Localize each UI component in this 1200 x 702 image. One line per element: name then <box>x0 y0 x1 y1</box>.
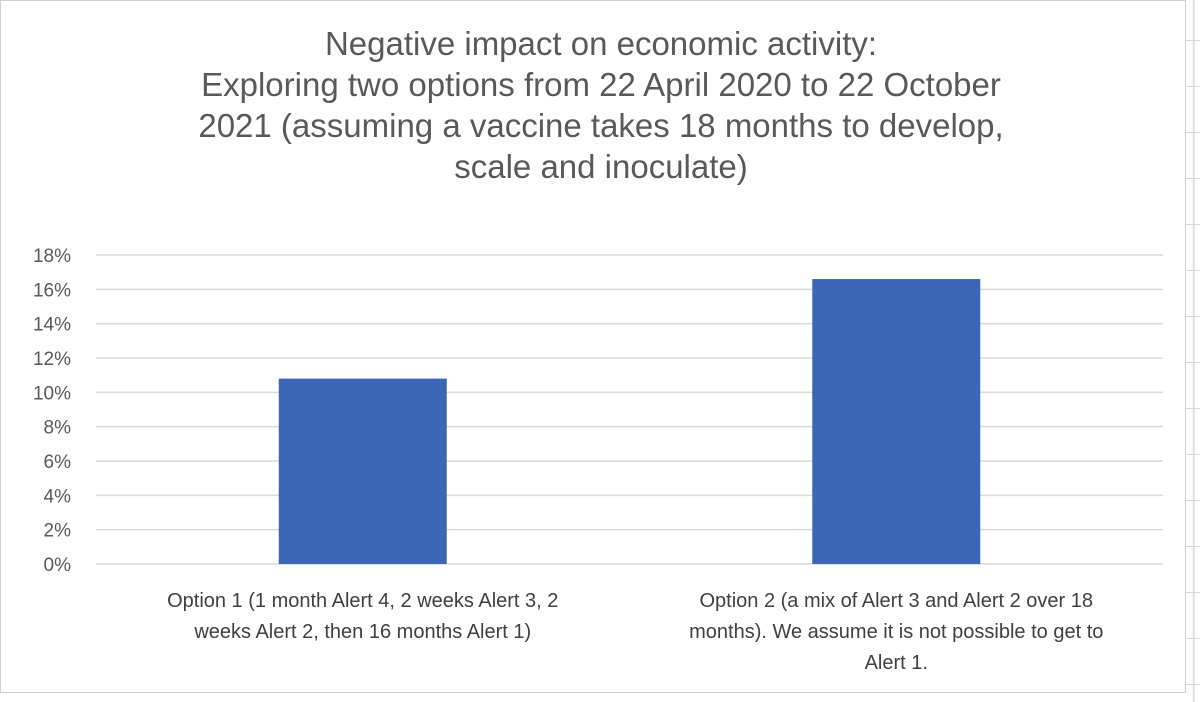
y-tick-label: 14% <box>33 315 71 336</box>
y-tick-label: 4% <box>44 486 72 507</box>
bar[interactable] <box>812 279 981 564</box>
y-tick-label: 10% <box>33 383 71 404</box>
y-tick-label: 2% <box>44 521 72 542</box>
y-tick-label: 6% <box>44 452 72 473</box>
chart-area[interactable]: Negative impact on economic activity: Ex… <box>0 0 1186 693</box>
chart-title-line: Exploring two options from 22 April 2020… <box>201 66 1001 103</box>
plot-area: 0% 2% 4% 6% 8% 10% 12% 14% 16% 18% Option 1 (1 mon… <box>33 246 1163 674</box>
chart-title: Negative impact on economic activity: Ex… <box>61 23 1141 187</box>
x-category-label: Option 2 (a mix of Alert 3 and Alert 2 o… <box>689 590 1103 674</box>
chart-title-line: Negative impact on economic activity: <box>324 25 878 62</box>
x-category-label: Option 1 (1 month Alert 4, 2 weeks Alert… <box>167 590 558 643</box>
y-tick-label: 18% <box>33 246 71 267</box>
y-tick-label: 16% <box>33 280 71 301</box>
bar[interactable] <box>278 378 447 564</box>
y-tick-label: 0% <box>44 555 72 576</box>
chart-title-line: 2021 (assuming a vaccine takes 18 months… <box>198 107 1004 144</box>
chart-title-line: scale and inoculate) <box>454 148 748 185</box>
y-tick-label: 8% <box>44 418 72 439</box>
y-tick-label: 12% <box>33 349 71 370</box>
